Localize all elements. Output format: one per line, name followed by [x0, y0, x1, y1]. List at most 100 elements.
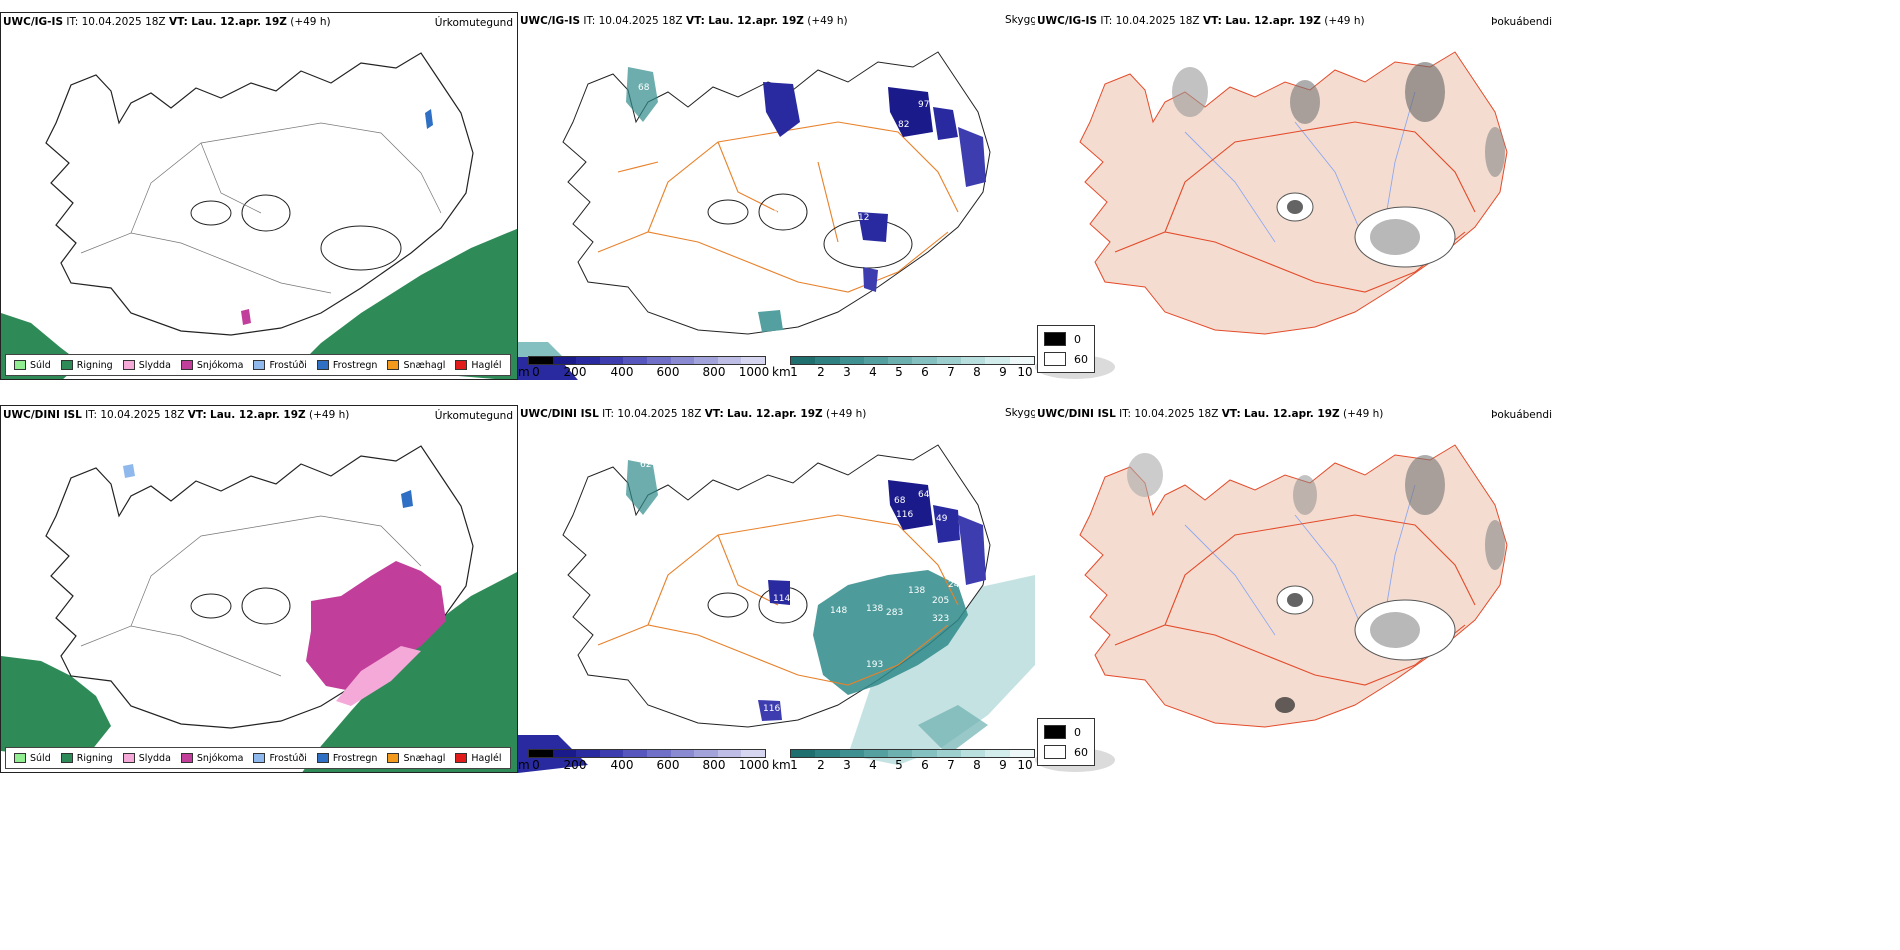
precip-map-top — [1, 52, 517, 379]
roads — [80, 122, 442, 294]
panel-title: UWC/DINI ISL IT: 10.04.2025 18Z VT: Lau.… — [1037, 408, 1384, 420]
vis-marker: 14 — [833, 215, 845, 225]
vis-marker: 138 — [866, 604, 883, 614]
freezing-rain-spot — [425, 109, 433, 129]
legend-item: Snjókoma — [180, 360, 243, 371]
low-vis-area — [626, 67, 658, 122]
roads — [80, 515, 422, 677]
fog-panel-bottom: UWC/DINI ISL IT: 10.04.2025 18Z VT: Lau.… — [1035, 405, 1900, 773]
low-ceiling-area — [958, 515, 986, 585]
panel-type-label: Þokuábendi — [1491, 16, 1552, 28]
low-ceiling-area — [933, 107, 958, 140]
island-outline — [45, 445, 474, 729]
legend-item: Frostúði — [253, 753, 307, 764]
visibility-colorbar: km 1 2 3 4 5 6 7 8 9 10 — [772, 749, 1035, 773]
precip-type-panel-top: UWC/IG-IS IT: 10.04.2025 18Z VT: Lau. 12… — [0, 12, 518, 380]
panel-type-label: Úrkomutegund — [434, 17, 513, 29]
rivers — [1184, 91, 1416, 243]
island-outline — [562, 51, 991, 335]
low-vis-area — [758, 310, 783, 332]
legend-item: Súld — [14, 753, 51, 764]
legend-item: Haglél — [455, 360, 502, 371]
vis-marker: 12 — [858, 213, 869, 223]
vis-marker: 114 — [773, 594, 790, 604]
visibility-panel-top: UWC/IG-IS IT: 10.04.2025 18Z VT: Lau. 12… — [518, 12, 1035, 380]
legend-item: Rigning — [60, 753, 113, 764]
low-ceiling-area — [933, 505, 960, 543]
roads — [1114, 121, 1476, 293]
roads — [597, 514, 959, 686]
panel-type-label: Skyggni — [1005, 407, 1035, 419]
rivers — [1184, 484, 1416, 636]
panel-type-label: Úrkomutegund — [434, 410, 513, 422]
vis-marker: 323 — [932, 614, 949, 624]
vis-marker: 193 — [866, 660, 883, 670]
island-outline — [45, 52, 474, 336]
snow-area — [306, 561, 446, 691]
legend-item: Frostregn — [316, 753, 377, 764]
legend-item: Snjókoma — [180, 753, 243, 764]
vis-marker: 205 — [932, 596, 949, 606]
freezing-drizzle-spot — [123, 464, 135, 478]
legend-item: Haglél — [455, 753, 502, 764]
roads — [1114, 514, 1476, 686]
rain-area-east — [302, 572, 517, 772]
vis-marker: 97 — [918, 100, 929, 110]
panel-title: UWC/IG-IS IT: 10.04.2025 18Z VT: Lau. 12… — [520, 15, 848, 27]
ceiling-colorbar: m 0 200 400 600 800 1000 — [518, 356, 769, 380]
vis-marker: 116 — [896, 510, 913, 520]
visibility-map-top: 68 82 97 12 14 12 — [518, 51, 991, 380]
vis-marker: 68 — [894, 496, 906, 506]
rain-area-east — [301, 228, 517, 379]
panel-type-label: Þokuábendi — [1491, 409, 1552, 421]
precip-type-panel-bottom: UWC/DINI ISL IT: 10.04.2025 18Z VT: Lau.… — [0, 405, 518, 773]
fog-map-top — [1035, 51, 1508, 379]
low-vis-area — [626, 460, 658, 515]
low-ceiling-area — [768, 580, 790, 605]
vis-marker: 62 — [640, 460, 651, 470]
low-ceiling-area — [763, 82, 800, 137]
vis-marker: 244 — [948, 580, 965, 590]
panel-title: UWC/DINI ISL IT: 10.04.2025 18Z VT: Lau.… — [3, 409, 350, 421]
vis-marker: 148 — [830, 606, 847, 616]
panel-title: UWC/IG-IS IT: 10.04.2025 18Z VT: Lau. 12… — [3, 16, 331, 28]
vis-marker: 82 — [898, 120, 909, 130]
fog-legend: 0 60 — [1037, 718, 1095, 766]
low-ceiling-area — [958, 127, 986, 187]
legend-item: Frostregn — [316, 360, 377, 371]
legend-item: Slydda — [122, 753, 171, 764]
visibility-colorbar: km 1 2 3 4 5 6 7 8 9 10 — [772, 356, 1035, 380]
legend-item: Frostúði — [253, 360, 307, 371]
legend-item: Súld — [14, 360, 51, 371]
vis-marker: 49 — [936, 514, 948, 524]
panel-type-label: Skyggni — [1005, 14, 1035, 26]
freezing-rain-spot — [401, 490, 413, 508]
low-ceiling-area — [858, 212, 888, 242]
visibility-panel-bottom: UWC/DINI ISL IT: 10.04.2025 18Z VT: Lau.… — [518, 405, 1035, 773]
precip-legend: Súld Rigning Slydda Snjókoma Frostúði Fr… — [5, 747, 511, 769]
sleet-area — [336, 646, 421, 706]
visibility-map-bottom: 62 68 64 116 49 114 148 138 138 205 283 … — [518, 444, 1035, 773]
vis-marker: 283 — [886, 608, 903, 618]
vis-marker: 68 — [638, 83, 650, 93]
fog-panel-top: UWC/IG-IS IT: 10.04.2025 18Z VT: Lau. 12… — [1035, 12, 1900, 380]
fog-map-bottom — [1035, 444, 1508, 772]
legend-item: Rigning — [60, 360, 113, 371]
vis-marker: 138 — [908, 586, 925, 596]
low-ceiling-area — [888, 480, 933, 530]
rain-area-southwest — [1, 656, 111, 756]
snow-spot — [241, 309, 251, 325]
low-vis-sea — [918, 705, 988, 755]
precip-map-bottom — [1, 445, 517, 772]
low-ceiling-area — [758, 700, 782, 721]
vis-marker: 64 — [918, 490, 930, 500]
low-vis-area — [813, 570, 968, 695]
fog-legend: 0 60 — [1037, 325, 1095, 373]
roads — [597, 121, 959, 293]
low-ceiling-area — [888, 87, 933, 137]
panel-title: UWC/DINI ISL IT: 10.04.2025 18Z VT: Lau.… — [520, 408, 867, 420]
vis-marker: 12 — [772, 205, 783, 215]
panel-title: UWC/IG-IS IT: 10.04.2025 18Z VT: Lau. 12… — [1037, 15, 1365, 27]
vis-marker: 116 — [763, 704, 780, 714]
low-ceiling-area — [863, 267, 878, 292]
